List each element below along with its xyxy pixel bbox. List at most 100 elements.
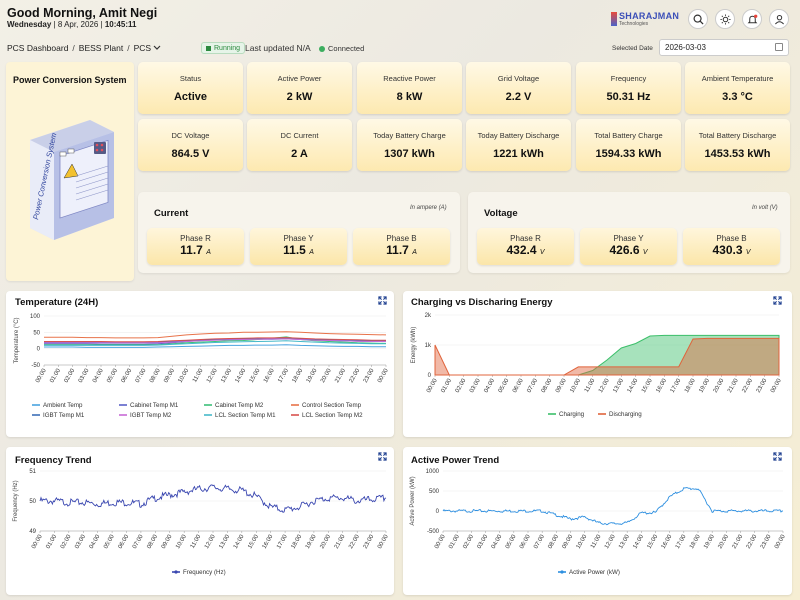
x-tick-label: 00:00 [434, 533, 447, 550]
x-tick-label: 16:00 [655, 377, 668, 394]
x-tick-label: 23:00 [760, 533, 773, 550]
profile-button[interactable] [769, 9, 789, 29]
current-title: Current [154, 208, 189, 219]
y-tick-label: 500 [429, 489, 440, 495]
series-line [44, 344, 386, 348]
frequency-chart-panel [6, 447, 394, 595]
metric-label: Ambient Temperature [701, 73, 774, 83]
metric-value: 1307 kWh [384, 147, 435, 160]
series-line [44, 331, 387, 339]
crumb-plant[interactable]: BESS Plant [78, 43, 124, 53]
expand-active-power-icon[interactable] [773, 452, 782, 461]
legend-label: Cabinet Temp M1 [130, 402, 179, 409]
x-tick-label: 22:00 [746, 533, 759, 550]
x-tick-label: 19:00 [698, 377, 711, 394]
x-tick-label: 09:00 [163, 367, 176, 384]
metric-card: Active Power 2 kW [247, 62, 352, 114]
y-tick-label: 100 [30, 314, 41, 320]
greeting-text: Good Morning, Amit Negi [7, 6, 158, 20]
legend-label: Cabinet Temp M2 [215, 402, 264, 409]
pcs-cabinet-illustration: Power Conversion System [30, 120, 114, 240]
legend-label: Control Section Temp [302, 402, 362, 409]
theme-toggle-button[interactable] [715, 9, 735, 29]
legend-marker [174, 570, 178, 574]
x-tick-label: 12:00 [204, 533, 217, 550]
y-tick-label: -500 [427, 529, 440, 535]
x-tick-label: 07:00 [135, 367, 148, 384]
crumb-root[interactable]: PCS Dashboard [7, 43, 69, 53]
x-tick-label: 10:00 [569, 377, 582, 394]
x-tick-label: 05:00 [106, 367, 119, 384]
x-tick-label: 20:00 [717, 533, 730, 550]
x-tick-label: 04:00 [92, 367, 105, 384]
series-area [434, 337, 780, 376]
notifications-button[interactable] [742, 9, 762, 29]
temperature-chart-panel [6, 291, 394, 437]
x-tick-label: 08:00 [149, 367, 162, 384]
current-phase-card: Phase Y 11.5 A [250, 228, 347, 265]
phase-label: Phase Y [613, 234, 644, 243]
y-tick-label: -50 [31, 363, 40, 369]
legend-label: IGBT Temp M1 [43, 412, 85, 419]
metric-value: 864.5 V [171, 147, 210, 160]
x-tick-label: 13:00 [220, 367, 233, 384]
series-line [44, 337, 386, 343]
series-line [44, 337, 386, 343]
calendar-icon [775, 43, 783, 51]
phase-label: Phase Y [283, 234, 314, 243]
x-tick-label: 14:00 [233, 533, 246, 550]
x-tick-label: 01:00 [448, 533, 461, 550]
metric-card: Today Battery Charge 1307 kWh [357, 119, 462, 171]
active-power-chart-panel [403, 447, 792, 595]
phase-number: 11.5 [283, 243, 306, 257]
y-tick-label: 1k [425, 343, 432, 349]
legend-label: LCL Section Temp M2 [302, 412, 363, 419]
y-tick-label: 50 [29, 499, 36, 505]
expand-energy-icon[interactable] [773, 296, 782, 305]
x-tick-label: 20:00 [319, 533, 332, 550]
company-logo: SHARAJMAN Technologies [611, 10, 681, 28]
x-tick-label: 12:00 [206, 367, 219, 384]
legend-label: IGBT Temp M2 [130, 412, 172, 419]
current-phase-card: Phase R 11.7 A [147, 228, 244, 265]
x-tick-label: 22:00 [348, 533, 361, 550]
sun-icon [719, 13, 731, 25]
x-tick-label: 21:00 [334, 367, 347, 384]
x-tick-label: 21:00 [727, 377, 740, 394]
frequency-chart-title: Frequency Trend [15, 455, 92, 466]
selected-date-input[interactable]: 2026-03-03 [659, 39, 789, 56]
metric-value: 50.31 Hz [606, 90, 651, 103]
search-button[interactable] [688, 9, 708, 29]
metric-card: DC Current 2 A [247, 119, 352, 171]
phase-label: Phase B [716, 234, 747, 243]
device-dropdown[interactable]: PCS [134, 43, 161, 53]
metric-value: 2.2 V [505, 90, 532, 103]
x-tick-label: 02:00 [462, 533, 475, 550]
selected-date-value: 2026-03-03 [665, 43, 706, 52]
x-tick-label: 07:00 [533, 533, 546, 550]
x-tick-label: 18:00 [684, 377, 697, 394]
y-axis-label: Energy (kWh) [411, 327, 417, 364]
user-icon [774, 14, 784, 24]
x-tick-label: 04:00 [483, 377, 496, 394]
phase-number: 11.7 [180, 243, 203, 257]
connection-status: Connected [319, 44, 364, 53]
x-tick-label: 08:00 [541, 377, 554, 394]
x-tick-label: 06:00 [519, 533, 532, 550]
expand-temperature-icon[interactable] [378, 296, 387, 305]
metric-label: Frequency [610, 73, 647, 83]
expand-frequency-icon[interactable] [378, 452, 387, 461]
chevron-down-icon [153, 45, 161, 50]
connection-label: Connected [328, 44, 365, 53]
x-tick-label: 16:00 [661, 533, 674, 550]
x-tick-label: 00:00 [774, 533, 787, 550]
search-icon [693, 14, 704, 25]
x-tick-label: 12:00 [604, 533, 617, 550]
phase-number: 432.4 [506, 243, 537, 257]
x-tick-label: 14:00 [632, 533, 645, 550]
phase-value: 426.6 V [580, 243, 677, 257]
y-tick-label: 1000 [426, 469, 440, 475]
phase-unit: A [309, 249, 314, 256]
x-tick-label: 11:00 [590, 533, 603, 549]
